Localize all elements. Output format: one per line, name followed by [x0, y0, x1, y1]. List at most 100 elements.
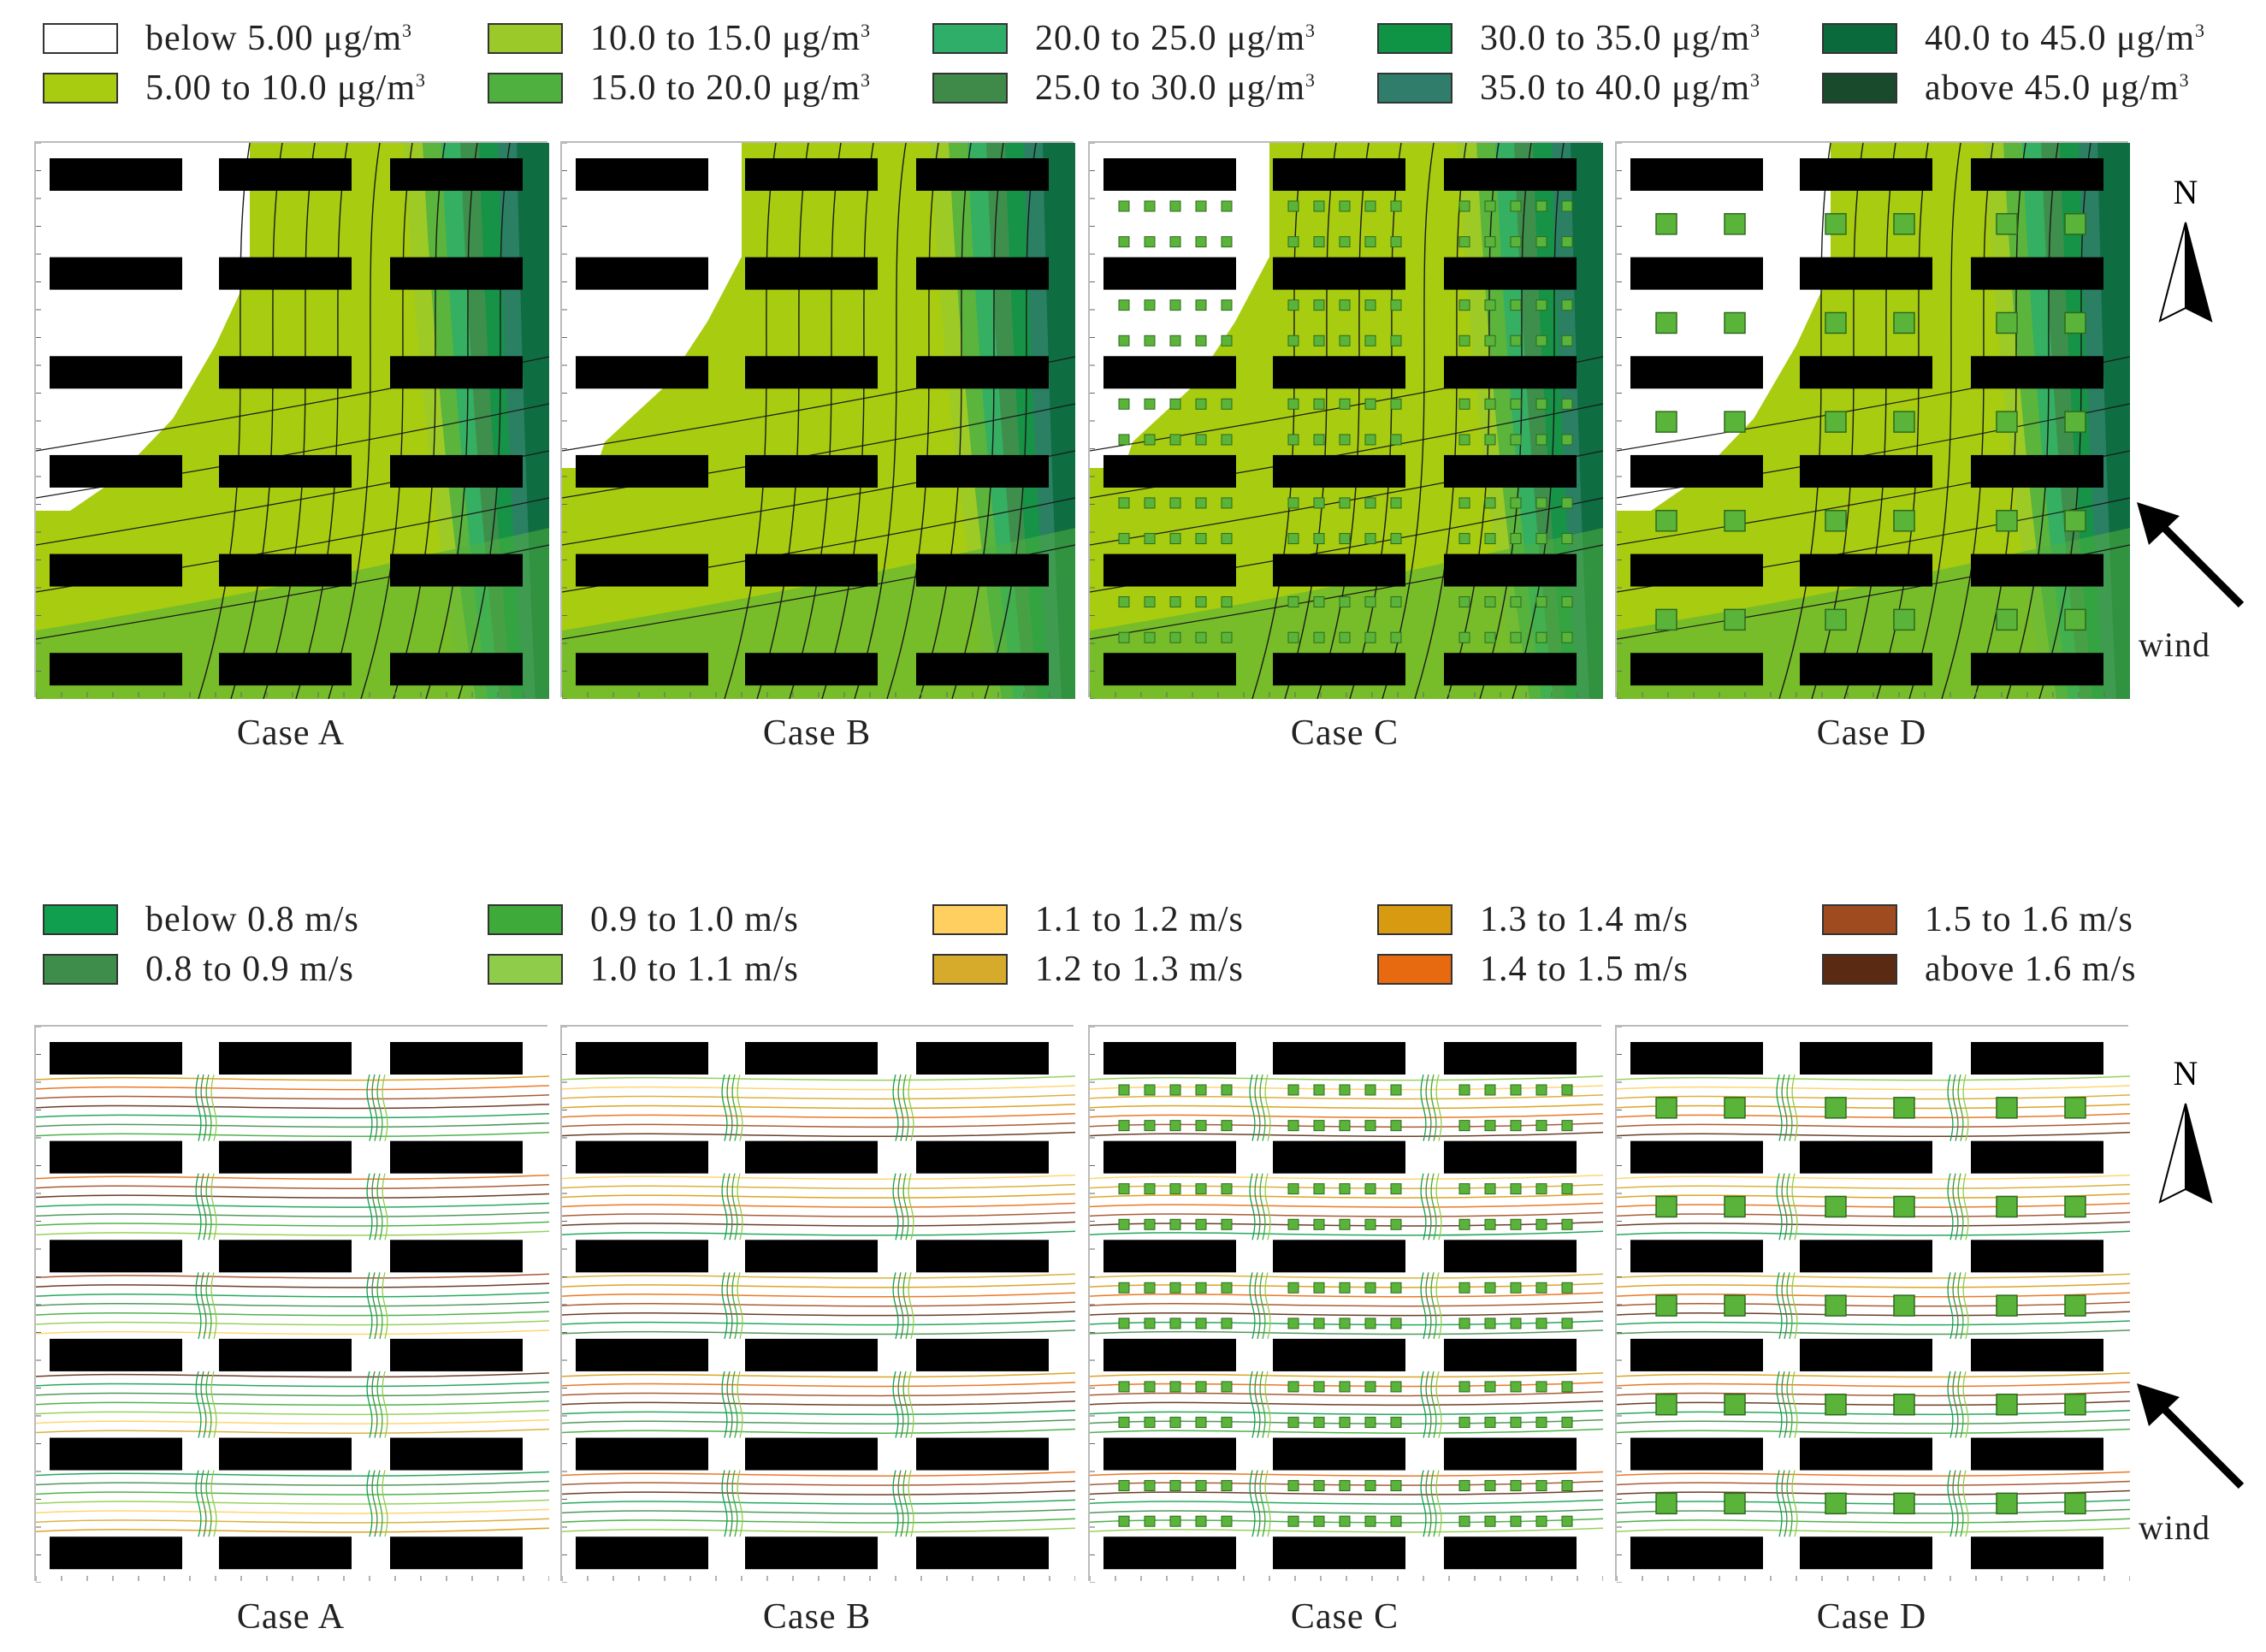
wind-contour	[371, 1272, 378, 1340]
building-block	[1800, 454, 1932, 488]
wind-contour	[731, 1173, 738, 1240]
wind-contour	[1957, 1173, 1964, 1240]
wind-contour	[1090, 1230, 1603, 1236]
building-block	[1103, 1240, 1236, 1273]
tree-marker	[1287, 1218, 1299, 1230]
building-block	[1630, 554, 1763, 587]
building-block	[1630, 158, 1763, 191]
wind-contour	[36, 1409, 549, 1416]
tree-marker	[1510, 398, 1522, 410]
wind-arrow-bottom	[2130, 1382, 2250, 1501]
tree-marker	[1390, 1218, 1402, 1230]
wind-contour	[562, 1122, 1075, 1128]
tree-marker	[1364, 497, 1376, 509]
wind-legend-swatch	[488, 904, 563, 935]
tree-marker	[1535, 200, 1547, 212]
tree-marker	[1561, 398, 1573, 410]
wind-contour	[562, 1499, 1075, 1505]
tree-marker	[1510, 1120, 1522, 1132]
tree-marker	[1724, 411, 1746, 433]
tree-marker	[1655, 311, 1677, 335]
building-block	[1800, 257, 1932, 290]
building-block	[219, 1042, 352, 1075]
tree-marker	[1364, 1282, 1376, 1294]
building-block	[1103, 1537, 1236, 1570]
tree-marker	[1287, 631, 1299, 643]
tree-marker	[1195, 1120, 1207, 1132]
wind-contour	[36, 1391, 549, 1397]
pm-legend-label: 40.0 to 45.0 μg/m	[1925, 19, 2196, 58]
tree-marker	[1339, 631, 1351, 643]
tree-marker	[1510, 1381, 1522, 1393]
wind-contour	[562, 1391, 1075, 1397]
tree-marker	[1458, 1218, 1470, 1230]
tree-marker	[1339, 434, 1351, 446]
tree-marker	[1287, 299, 1299, 311]
building-block	[1444, 1042, 1577, 1075]
tree-marker	[1535, 1282, 1547, 1294]
wind-contour	[1090, 1508, 1603, 1514]
wind-legend-item: 1.5 to 1.6 m/s	[1822, 898, 2133, 941]
north-label: N	[2174, 173, 2198, 211]
wind-contour	[1435, 1470, 1442, 1537]
wind-contour	[36, 1292, 549, 1298]
tree-marker	[1313, 631, 1325, 643]
building-block	[1800, 653, 1932, 686]
wind-contour	[200, 1074, 207, 1141]
wind-contour	[562, 1480, 1075, 1486]
tree-marker	[1118, 1515, 1130, 1527]
tree-marker	[1313, 596, 1325, 608]
wind-contour	[36, 1518, 549, 1524]
wind-contour	[36, 1400, 549, 1406]
tree-marker	[1221, 1282, 1233, 1294]
isoline	[854, 143, 907, 699]
building-block	[219, 454, 352, 488]
wind-panel-label: Case A	[236, 1597, 346, 1637]
wind-contour	[1420, 1371, 1427, 1438]
tree-marker	[1221, 398, 1233, 410]
isoline	[789, 143, 842, 699]
wind-contour	[195, 1173, 202, 1240]
wind-contour	[562, 1174, 1075, 1181]
wind-contour	[1264, 1272, 1271, 1340]
tree-marker	[1169, 596, 1181, 608]
wind-panel-c	[1088, 1025, 1603, 1583]
building-block	[1630, 653, 1763, 686]
building-block	[1273, 257, 1405, 290]
tree-marker	[2064, 213, 2086, 235]
building-block	[745, 653, 878, 686]
building-block	[1800, 1537, 1932, 1570]
building-block	[50, 554, 182, 587]
wind-contour	[562, 1094, 1075, 1100]
tree-marker	[1825, 1393, 1847, 1416]
isoline	[1941, 143, 1994, 699]
tree-marker	[1195, 200, 1207, 212]
tree-marker	[1655, 509, 1677, 532]
tree-marker	[1118, 1417, 1130, 1429]
tree-marker	[1221, 335, 1233, 346]
wind-contour	[195, 1371, 202, 1438]
wind-legend-item: above 1.6 m/s	[1822, 948, 2136, 991]
tree-marker	[1313, 497, 1325, 509]
tree-marker	[1893, 1294, 1915, 1317]
wind-contour	[1617, 1480, 2130, 1486]
tree-marker	[1390, 533, 1402, 545]
building-block	[390, 554, 523, 587]
tree-marker	[1510, 434, 1522, 446]
wind-contour	[1430, 1470, 1437, 1537]
tree-marker	[1339, 1515, 1351, 1527]
tree-marker	[1118, 631, 1130, 643]
building-block	[1630, 356, 1763, 389]
tree-marker	[1655, 1195, 1677, 1218]
tree-marker	[1287, 497, 1299, 509]
pm-legend-item: above 45.0 μg/m3	[1822, 67, 2190, 110]
tree-marker	[1118, 1282, 1130, 1294]
building-block	[745, 158, 878, 191]
pm-legend-unit-exponent: 3	[2179, 69, 2190, 91]
wind-contour	[892, 1173, 899, 1240]
wind-contour	[726, 1074, 733, 1141]
tree-marker	[1313, 200, 1325, 212]
tree-marker	[1458, 596, 1470, 608]
building-block	[745, 1537, 878, 1570]
wind-contour	[1617, 1518, 2130, 1524]
